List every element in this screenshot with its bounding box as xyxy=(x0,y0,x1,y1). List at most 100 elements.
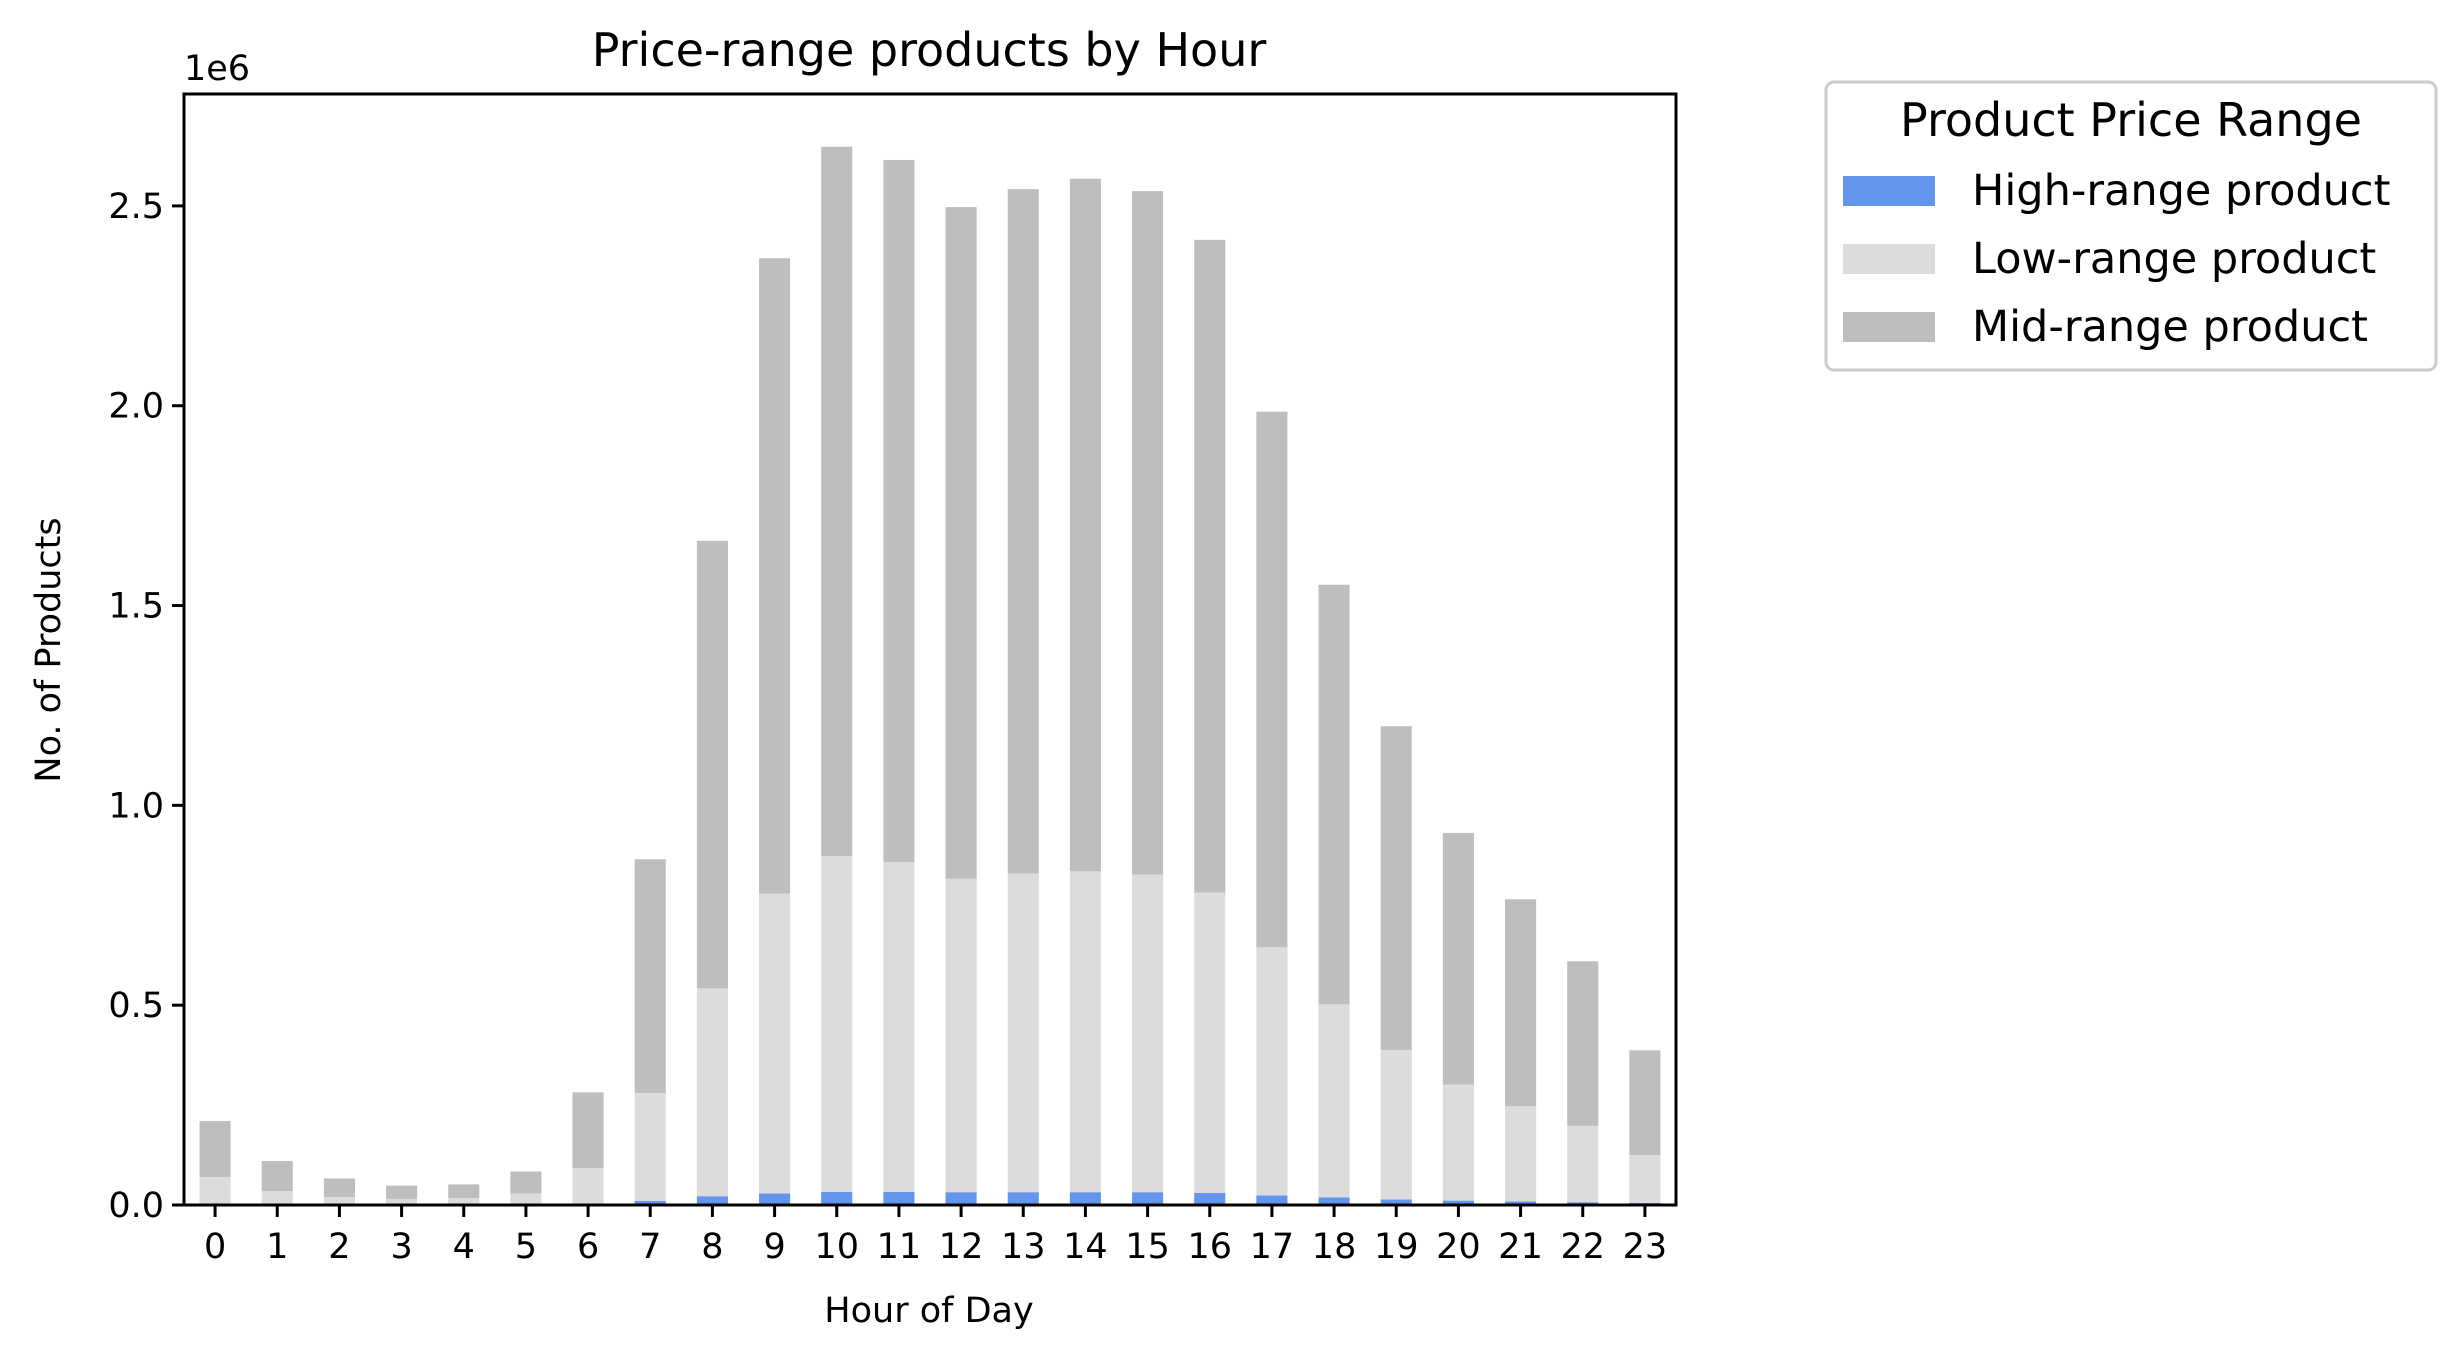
x-tick-label: 5 xyxy=(515,1227,537,1267)
x-tick-label: 17 xyxy=(1250,1227,1295,1267)
bar-high-range-product-hour-11 xyxy=(883,1191,915,1205)
bar-low-range-product-hour-4 xyxy=(448,1198,480,1205)
x-tick-label: 16 xyxy=(1187,1227,1232,1267)
bar-mid-range-product-hour-19 xyxy=(1380,726,1412,1050)
bar-mid-range-product-hour-5 xyxy=(510,1171,542,1194)
bar-low-range-product-hour-0 xyxy=(199,1177,231,1205)
legend: Product Price Range High-range product Lo… xyxy=(1824,80,2438,372)
x-tick-label: 23 xyxy=(1623,1227,1668,1267)
legend-swatch xyxy=(1843,244,1935,274)
bar-mid-range-product-hour-13 xyxy=(1007,189,1039,874)
y-tick-label: 2.5 xyxy=(108,187,164,227)
bar-mid-range-product-hour-22 xyxy=(1567,961,1599,1126)
x-tick-label: 6 xyxy=(577,1227,599,1267)
bar-mid-range-product-hour-9 xyxy=(759,258,791,894)
legend-swatch xyxy=(1843,176,1935,206)
x-tick-label: 3 xyxy=(390,1227,412,1267)
bar-low-range-product-hour-2 xyxy=(323,1197,355,1205)
bar-mid-range-product-hour-21 xyxy=(1505,899,1537,1107)
legend-label: Mid-range product xyxy=(1972,302,2368,352)
x-tick-label: 11 xyxy=(877,1227,922,1267)
bar-low-range-product-hour-3 xyxy=(386,1198,418,1205)
bar-mid-range-product-hour-18 xyxy=(1318,584,1350,1005)
bar-mid-range-product-hour-16 xyxy=(1194,239,1226,893)
bar-low-range-product-hour-18 xyxy=(1318,1004,1350,1198)
bar-high-range-product-hour-13 xyxy=(1007,1192,1039,1205)
bar-low-range-product-hour-12 xyxy=(945,878,977,1193)
bar-low-range-product-hour-6 xyxy=(572,1168,604,1205)
bar-high-range-product-hour-17 xyxy=(1256,1195,1288,1205)
bar-high-range-product-hour-14 xyxy=(1069,1192,1101,1205)
bar-low-range-product-hour-14 xyxy=(1069,871,1101,1193)
bar-low-range-product-hour-17 xyxy=(1256,947,1288,1196)
plot-frame xyxy=(182,92,1678,1207)
bar-high-range-product-hour-18 xyxy=(1318,1197,1350,1205)
bar-high-range-product-hour-8 xyxy=(696,1196,728,1205)
chart-title: Price-range products by Hour xyxy=(592,23,1267,77)
x-tick-label: 2 xyxy=(328,1227,350,1267)
bars-group xyxy=(199,146,1661,1205)
legend-label: High-range product xyxy=(1972,166,2390,216)
bar-low-range-product-hour-15 xyxy=(1132,874,1164,1193)
x-tick-label: 21 xyxy=(1498,1227,1543,1267)
y-tick-label: 0.5 xyxy=(108,986,164,1026)
x-axis-label: Hour of Day xyxy=(824,1291,1033,1331)
bar-low-range-product-hour-8 xyxy=(696,988,728,1197)
bar-mid-range-product-hour-15 xyxy=(1132,191,1164,875)
legend-swatch xyxy=(1843,312,1935,342)
x-tick-label: 14 xyxy=(1063,1227,1108,1267)
bar-low-range-product-hour-9 xyxy=(759,893,791,1194)
y-tick-label: 2.0 xyxy=(108,387,164,427)
y-axis: 0.0 0.5 1.0 1.5 2.0 2.5 xyxy=(108,187,184,1226)
y-offset-label: 1e6 xyxy=(184,49,250,89)
x-tick-label: 20 xyxy=(1436,1227,1481,1267)
bar-mid-range-product-hour-2 xyxy=(323,1178,355,1198)
x-tick-label: 0 xyxy=(204,1227,226,1267)
y-tick-label: 1.0 xyxy=(108,786,164,826)
bar-mid-range-product-hour-11 xyxy=(883,159,915,863)
bar-mid-range-product-hour-17 xyxy=(1256,411,1288,948)
bar-high-range-product-hour-9 xyxy=(759,1193,791,1205)
legend-frame xyxy=(1824,80,2438,372)
x-tick-label: 12 xyxy=(939,1227,984,1267)
bar-low-range-product-hour-23 xyxy=(1629,1155,1661,1203)
bar-high-range-product-hour-19 xyxy=(1380,1199,1412,1205)
bar-mid-range-product-hour-7 xyxy=(634,859,666,1094)
bar-low-range-product-hour-19 xyxy=(1380,1049,1412,1200)
bar-high-range-product-hour-12 xyxy=(945,1192,977,1205)
bar-low-range-product-hour-21 xyxy=(1505,1106,1537,1202)
bar-low-range-product-hour-20 xyxy=(1442,1084,1474,1201)
x-tick-label: 13 xyxy=(1001,1227,1046,1267)
bar-low-range-product-hour-5 xyxy=(510,1193,542,1205)
bar-high-range-product-hour-7 xyxy=(634,1201,666,1205)
bar-high-range-product-hour-20 xyxy=(1442,1200,1474,1205)
x-tick-label: 22 xyxy=(1560,1227,1605,1267)
x-tick-label: 8 xyxy=(701,1227,723,1267)
bar-mid-range-product-hour-4 xyxy=(448,1184,480,1199)
y-tick-label: 1.5 xyxy=(108,587,164,627)
bar-high-range-product-hour-10 xyxy=(821,1191,853,1205)
x-tick-label: 9 xyxy=(763,1227,785,1267)
bar-low-range-product-hour-13 xyxy=(1007,873,1039,1193)
y-axis-label: No. of Products xyxy=(29,517,69,782)
legend-label: Low-range product xyxy=(1972,234,2376,284)
y-tick-label: 0.0 xyxy=(108,1186,164,1226)
x-tick-label: 19 xyxy=(1374,1227,1419,1267)
x-tick-label: 1 xyxy=(266,1227,288,1267)
bar-high-range-product-hour-21 xyxy=(1505,1201,1537,1205)
bar-mid-range-product-hour-3 xyxy=(386,1185,418,1199)
bar-mid-range-product-hour-12 xyxy=(945,207,977,879)
bar-mid-range-product-hour-6 xyxy=(572,1092,604,1169)
x-tick-label: 10 xyxy=(814,1227,859,1267)
bar-low-range-product-hour-22 xyxy=(1567,1125,1599,1203)
bar-mid-range-product-hour-0 xyxy=(199,1121,231,1178)
x-tick-label: 7 xyxy=(639,1227,661,1267)
x-axis: 0 1 2 3 4 5 6 7 8 9 10 11 12 13 14 15 16 17 18 19 20 21 22 23 xyxy=(204,1205,1667,1267)
x-tick-label: 18 xyxy=(1312,1227,1357,1267)
bar-low-range-product-hour-11 xyxy=(883,862,915,1192)
bar-high-range-product-hour-15 xyxy=(1132,1192,1164,1205)
x-tick-label: 4 xyxy=(453,1227,475,1267)
bar-low-range-product-hour-10 xyxy=(821,856,853,1192)
bar-mid-range-product-hour-1 xyxy=(261,1161,293,1192)
